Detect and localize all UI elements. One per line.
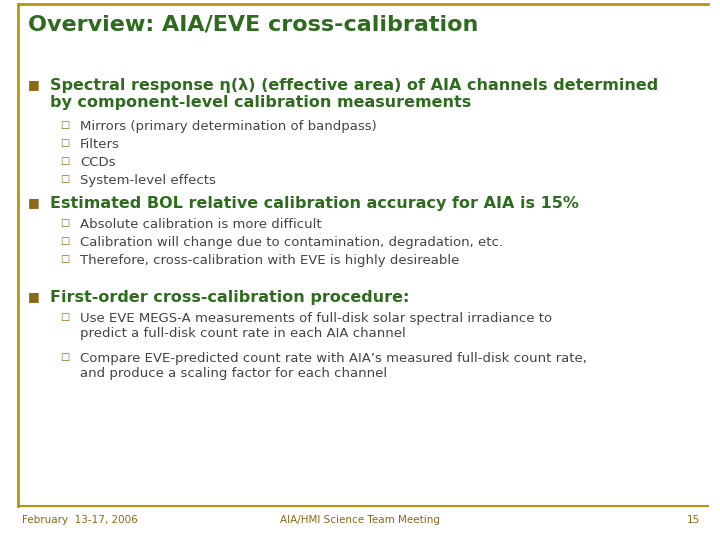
- Text: □: □: [60, 218, 69, 228]
- Text: □: □: [60, 156, 69, 166]
- Text: Overview: AIA/EVE cross-calibration: Overview: AIA/EVE cross-calibration: [28, 14, 478, 34]
- Text: System-level effects: System-level effects: [80, 174, 216, 187]
- Text: Estimated BOL relative calibration accuracy for AIA is 15%: Estimated BOL relative calibration accur…: [50, 196, 579, 211]
- Text: Calibration will change due to contamination, degradation, etc.: Calibration will change due to contamina…: [80, 236, 503, 249]
- Text: □: □: [60, 254, 69, 264]
- Text: February  13-17, 2006: February 13-17, 2006: [22, 515, 138, 525]
- Text: First-order cross-calibration procedure:: First-order cross-calibration procedure:: [50, 290, 410, 305]
- Text: CCDs: CCDs: [80, 156, 115, 169]
- Text: Compare EVE-predicted count rate with AIA’s measured full-disk count rate,
and p: Compare EVE-predicted count rate with AI…: [80, 352, 587, 380]
- Text: □: □: [60, 236, 69, 246]
- Text: 15: 15: [687, 515, 700, 525]
- Text: □: □: [60, 312, 69, 322]
- Text: □: □: [60, 120, 69, 130]
- Text: Mirrors (primary determination of bandpass): Mirrors (primary determination of bandpa…: [80, 120, 377, 133]
- Text: □: □: [60, 352, 69, 362]
- Text: □: □: [60, 138, 69, 148]
- Text: □: □: [60, 174, 69, 184]
- Text: Use EVE MEGS-A measurements of full-disk solar spectral irradiance to
predict a : Use EVE MEGS-A measurements of full-disk…: [80, 312, 552, 340]
- Text: Absolute calibration is more difficult: Absolute calibration is more difficult: [80, 218, 322, 231]
- Text: AIA/HMI Science Team Meeting: AIA/HMI Science Team Meeting: [280, 515, 440, 525]
- Text: ■: ■: [28, 196, 40, 209]
- Text: Spectral response η(λ) (effective area) of AIA channels determined
by component-: Spectral response η(λ) (effective area) …: [50, 78, 658, 110]
- Text: ■: ■: [28, 78, 40, 91]
- Text: Therefore, cross-calibration with EVE is highly desireable: Therefore, cross-calibration with EVE is…: [80, 254, 459, 267]
- Text: ■: ■: [28, 290, 40, 303]
- Text: Filters: Filters: [80, 138, 120, 151]
